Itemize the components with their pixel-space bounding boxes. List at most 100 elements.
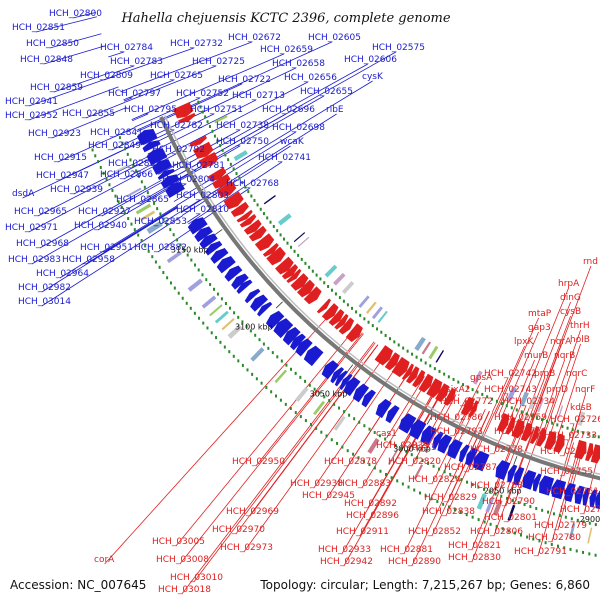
forward-gene-label: HCH_02768 <box>226 179 279 189</box>
gc-skew-dot <box>219 340 222 344</box>
gc-skew-dot <box>123 211 126 215</box>
genome-summary-text: Topology: circular; Length: 7,215,267 bp… <box>260 578 590 592</box>
reverse-cog-block <box>233 150 248 161</box>
forward-gene-label: HCH_02751 <box>190 105 243 115</box>
gc-skew-dot <box>443 470 446 474</box>
reverse-gene-label: HCH_03010 <box>170 573 223 583</box>
reverse-gene-arrow <box>328 308 345 326</box>
leader-line <box>73 155 149 195</box>
reverse-gene-label: HCH_02933 <box>318 545 371 555</box>
leader-line <box>53 71 114 93</box>
gc-skew-dot <box>594 553 597 557</box>
forward-gene-label: HCH_02782 <box>150 121 203 131</box>
gc-skew-dot <box>228 350 231 354</box>
gc-skew-dot <box>513 531 516 535</box>
gc-skew-dot <box>94 154 97 158</box>
gc-skew-dot <box>256 203 259 207</box>
gc-skew-dot <box>166 276 169 280</box>
gc-skew-dot <box>172 233 175 237</box>
reverse-gene-label: HCH_02766 <box>494 427 547 437</box>
reverse-cog-block <box>414 336 426 352</box>
gc-skew-dot <box>343 410 346 414</box>
reverse-cog-block <box>277 213 292 226</box>
forward-cog-block <box>126 187 142 198</box>
gc-skew-dot <box>247 190 250 194</box>
gc-skew-dot <box>550 542 553 546</box>
forward-gene-label: wcaK <box>280 137 305 147</box>
gc-skew-dot <box>328 399 331 403</box>
gc-skew-dot <box>210 331 213 335</box>
reverse-gene-label: cas1 <box>376 429 397 439</box>
reverse-gene-label: HCH_03018 <box>158 585 211 595</box>
gc-skew-dot <box>186 253 189 257</box>
gc-skew-dot <box>393 340 396 344</box>
forward-gene-label: HCH_02713 <box>232 91 285 101</box>
reverse-gene-label: cysB <box>560 307 581 317</box>
gc-skew-dot <box>299 415 302 419</box>
reverse-gene-label: HCH_02829 <box>424 493 477 503</box>
gc-skew-dot <box>495 525 498 529</box>
forward-gene-arrow <box>409 419 427 440</box>
gc-skew-dot <box>153 201 156 205</box>
leader-line <box>557 377 577 438</box>
gc-skew-dot <box>385 472 388 476</box>
forward-gene-arrow <box>160 174 180 189</box>
gc-skew-dot <box>249 329 252 333</box>
gc-skew-dot <box>430 497 433 501</box>
forward-gene-arrow <box>551 479 567 500</box>
gc-skew-dot <box>99 165 102 169</box>
forward-cog-block <box>295 386 309 402</box>
forward-gene-label: HCH_02848 <box>20 55 73 65</box>
reverse-gene-label: corA <box>94 555 115 565</box>
gc-skew-dot <box>198 316 201 320</box>
leader-line <box>501 331 539 417</box>
leader-line <box>463 399 468 407</box>
gc-skew-dot <box>129 158 132 162</box>
gc-skew-dot <box>169 228 172 232</box>
reverse-gene-label: HCH_02890 <box>388 557 441 567</box>
leader-line <box>120 41 252 93</box>
reverse-gene-label: HCH_03008 <box>156 555 209 565</box>
forward-gene-label: HCH_02849 <box>88 141 141 151</box>
reverse-cog-block <box>213 114 228 124</box>
gc-skew-dot <box>154 260 157 264</box>
reverse-cog-block <box>428 345 439 360</box>
leader-line <box>341 384 440 555</box>
leader-line <box>123 163 153 180</box>
kbp-tick-mark <box>275 301 283 309</box>
gc-skew-dot <box>319 277 322 281</box>
gc-skew-dot <box>114 194 117 198</box>
gc-skew-dot <box>269 220 272 224</box>
gc-skew-dot <box>571 428 574 432</box>
gc-skew-dot <box>523 503 526 507</box>
reverse-gene-label: mtaP <box>528 309 552 319</box>
reverse-gene-arrow <box>401 363 414 381</box>
gc-skew-dot <box>495 399 498 403</box>
reverse-gene-label: HCH_02839 <box>376 441 429 451</box>
reverse-gene-label: kdsB <box>570 403 592 413</box>
reverse-cog-block <box>519 391 529 407</box>
gc-skew-dot <box>132 163 135 167</box>
reverse-gene-label: HCH_02878 <box>324 457 377 467</box>
gc-skew-dot <box>442 502 445 506</box>
reverse-cog-block <box>293 232 306 243</box>
forward-gene-label: HCH_02958 <box>62 255 115 265</box>
reverse-gene-label: HCH_02743 <box>484 385 537 395</box>
reverse-cog-block <box>506 386 517 402</box>
gc-skew-dot <box>206 120 209 124</box>
leader-line <box>165 95 325 188</box>
gc-skew-dot <box>201 110 204 114</box>
forward-gene-arrow <box>152 159 173 175</box>
gc-skew-dot <box>304 261 307 265</box>
gc-skew-dot <box>405 450 408 454</box>
leader-line <box>162 113 287 184</box>
leader-line <box>35 16 97 33</box>
forward-gene-arrow <box>385 405 400 424</box>
leader-line <box>235 344 379 535</box>
reverse-gene-label: nqrA <box>550 337 572 347</box>
forward-gene-label: HCH_03014 <box>18 297 71 307</box>
gc-skew-dot <box>270 390 273 394</box>
forward-gene-arrow <box>210 247 229 264</box>
gc-skew-dot <box>299 375 302 379</box>
gc-skew-dot <box>117 200 120 204</box>
